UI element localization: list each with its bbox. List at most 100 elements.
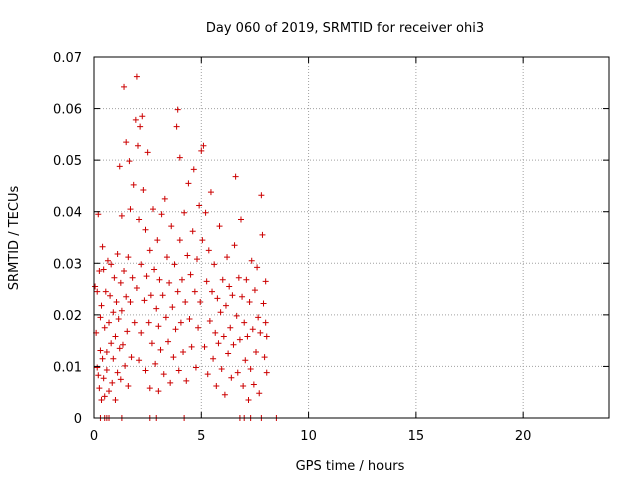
data-point — [98, 302, 105, 309]
y-tick-label: 0.01 — [53, 360, 82, 375]
y-tick-label: 0.02 — [53, 309, 82, 324]
data-point — [137, 123, 144, 130]
data-point — [187, 271, 194, 278]
data-point — [151, 266, 158, 273]
data-point — [220, 333, 227, 340]
data-point — [192, 364, 199, 371]
data-point — [139, 113, 146, 120]
data-point — [204, 371, 211, 378]
data-point — [99, 243, 106, 250]
data-point — [176, 237, 183, 244]
data-point — [146, 385, 153, 392]
x-tick-label: 20 — [515, 429, 532, 444]
data-point — [101, 393, 108, 400]
x-tick-label: 5 — [197, 429, 205, 444]
data-point — [114, 369, 121, 376]
data-point — [102, 288, 109, 295]
data-point — [123, 293, 130, 300]
data-point — [124, 328, 131, 335]
data-point — [174, 288, 181, 295]
data-point — [226, 283, 233, 290]
data-point — [175, 367, 182, 374]
data-point — [236, 336, 243, 343]
data-point — [251, 287, 258, 294]
data-point — [250, 381, 257, 388]
data-point — [100, 266, 107, 273]
data-point — [121, 268, 128, 275]
data-point — [107, 292, 114, 299]
data-point — [148, 340, 155, 347]
data-point — [242, 357, 249, 364]
data-point — [185, 180, 192, 187]
data-point — [173, 123, 180, 130]
data-point — [211, 261, 218, 268]
data-point — [169, 304, 176, 311]
data-point — [119, 341, 126, 348]
data-point — [248, 257, 255, 264]
plot-frame — [93, 56, 610, 419]
data-point — [133, 285, 140, 292]
data-point — [196, 202, 203, 209]
data-point — [235, 274, 242, 281]
data-point — [165, 338, 172, 345]
data-point — [263, 369, 270, 376]
data-point — [174, 106, 181, 113]
data-point — [144, 149, 151, 156]
data-point — [205, 247, 212, 254]
y-tick-label: 0 — [74, 412, 82, 427]
data-point — [97, 347, 104, 354]
data-point — [111, 274, 118, 281]
data-point — [134, 142, 141, 149]
data-point — [98, 396, 105, 403]
data-point — [168, 223, 175, 230]
data-point — [221, 391, 228, 398]
data-point — [145, 319, 152, 326]
data-point — [257, 329, 264, 336]
data-point — [103, 348, 110, 355]
data-point — [203, 278, 210, 285]
data-point — [127, 206, 134, 213]
data-point — [247, 366, 254, 373]
data-point — [163, 254, 170, 261]
data-point — [129, 274, 136, 281]
data-point — [229, 292, 236, 299]
data-point — [227, 324, 234, 331]
data-point — [115, 315, 122, 322]
data-point — [167, 379, 174, 386]
data-point — [255, 314, 262, 321]
data-point — [109, 379, 116, 386]
data-point — [127, 298, 134, 305]
data-point — [159, 292, 166, 299]
data-point — [96, 385, 103, 392]
data-point — [186, 315, 193, 322]
data-point — [138, 329, 145, 336]
data-point — [118, 307, 125, 314]
data-point — [201, 343, 208, 350]
data-point — [92, 283, 99, 290]
data-point — [162, 314, 169, 321]
data-points — [92, 73, 280, 421]
data-point — [141, 297, 148, 304]
data-point — [99, 355, 106, 362]
data-point — [258, 192, 265, 199]
data-point — [239, 293, 246, 300]
data-point — [125, 254, 132, 261]
data-point — [202, 209, 209, 216]
data-point — [106, 388, 113, 395]
data-point — [244, 333, 251, 340]
data-point — [219, 276, 226, 283]
data-point — [136, 216, 143, 223]
data-point — [121, 83, 128, 90]
data-point — [138, 261, 145, 268]
data-point — [243, 276, 250, 283]
data-point — [191, 288, 198, 295]
data-point — [146, 247, 153, 254]
data-point — [222, 302, 229, 309]
y-tick-label: 0.04 — [53, 206, 82, 221]
axis-ticks: 0 0.01 0.02 0.03 0.04 0.05 0.06 0.07 0 5 10 15 20 — [53, 51, 609, 444]
data-point — [189, 228, 196, 235]
data-point — [233, 312, 240, 319]
data-point — [199, 237, 206, 244]
data-point — [95, 211, 102, 218]
data-point — [228, 374, 235, 381]
